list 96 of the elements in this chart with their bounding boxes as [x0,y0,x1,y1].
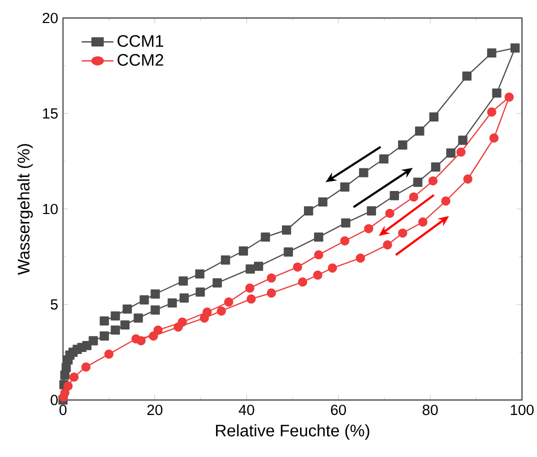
point [415,126,424,136]
point [88,336,98,346]
y-tick-label: 0 [50,394,58,406]
point [120,320,130,330]
point [418,217,428,227]
point [60,388,70,398]
point [238,246,248,256]
point [150,289,160,299]
point [510,43,520,53]
point [314,232,324,242]
point [292,262,302,272]
point [489,133,499,143]
point [356,253,366,263]
point [304,206,314,216]
point [220,255,230,265]
point [398,140,408,150]
x-tick-label: 60 [330,404,346,416]
point [328,263,338,273]
point [340,182,350,192]
point [487,48,496,58]
point [431,162,440,172]
point [100,316,109,326]
point [298,277,308,287]
point [140,295,149,305]
point [314,250,324,260]
point [202,308,212,317]
point [446,148,456,158]
x-tick-label: 0 [59,404,66,416]
point [178,276,188,286]
point [136,336,146,346]
point [366,206,376,216]
point [148,331,158,341]
point [104,350,114,359]
y-tick-label: 10 [43,204,58,214]
x-axis-title: Relative Feuchte (%) [216,424,370,440]
point [504,92,514,102]
point [245,283,254,293]
point [212,278,222,288]
x-tick-label: 20 [147,404,162,416]
point [153,325,163,335]
point [318,197,328,207]
point [246,294,256,304]
point [487,107,496,117]
point [409,192,418,202]
point [266,273,276,283]
y-tick-label: 20 [42,12,58,24]
point [441,196,450,206]
point [110,311,120,321]
point [413,178,422,187]
point [81,362,91,372]
point [385,208,394,218]
point [195,269,204,279]
point [390,191,399,200]
point [428,176,438,186]
point [282,225,292,235]
point [379,154,388,164]
point [134,313,143,323]
point [462,71,472,81]
point [340,236,350,246]
point [313,270,322,280]
point [178,317,187,327]
point [341,218,350,228]
point [196,287,205,297]
point [463,174,472,184]
x-tick-label: 80 [422,404,438,416]
point [382,240,392,250]
point [216,306,226,316]
point [168,298,177,308]
point [122,304,132,314]
point [150,305,160,315]
point [364,224,374,234]
point [359,168,368,178]
x-tick-label: 40 [238,404,254,416]
y-axis-title: Wassergehalt (%) [17,144,33,275]
point [100,331,109,341]
point [284,247,293,257]
y-tick-label: 5 [50,299,58,310]
point [69,372,79,382]
point [60,370,70,380]
point [254,262,264,271]
point [63,381,73,391]
point [260,232,270,242]
point [458,136,468,145]
point [180,293,189,303]
point [110,325,120,335]
x-tick-label: 100 [510,404,534,416]
point [492,88,502,98]
point [429,112,438,122]
legend-label: CCM2 [118,54,164,66]
point [266,288,276,298]
y-tick-label: 15 [43,108,58,119]
point [224,297,234,307]
point [398,228,408,238]
point [246,264,255,274]
point [456,147,466,157]
legend-label: CCM1 [118,35,164,47]
